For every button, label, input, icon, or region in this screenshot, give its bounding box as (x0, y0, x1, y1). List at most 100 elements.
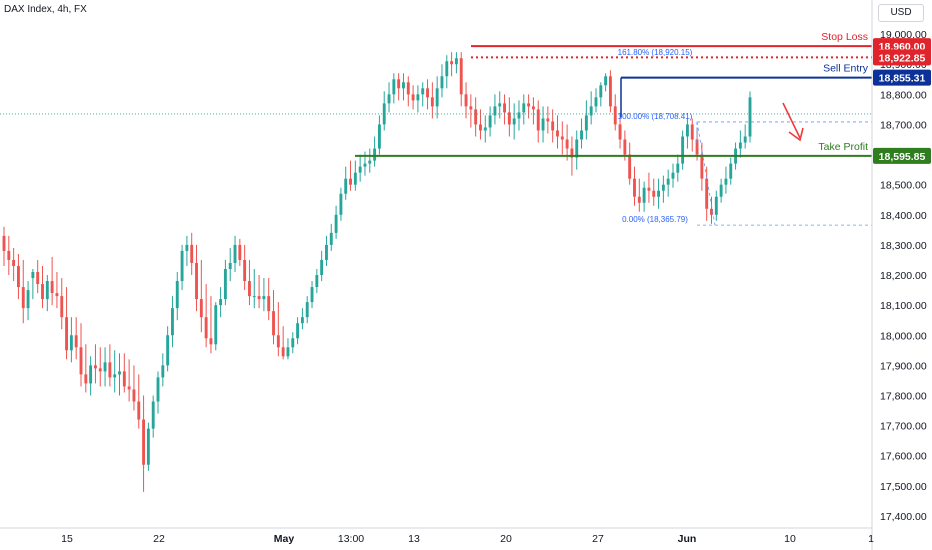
candle (243, 244, 247, 291)
x-tick-label: May (274, 533, 295, 545)
candle-body (339, 193, 343, 215)
candle (26, 281, 30, 321)
candle-body (296, 323, 300, 339)
candle (594, 88, 598, 113)
candle-body (642, 187, 646, 203)
candle-body (320, 259, 324, 276)
candle (69, 317, 73, 363)
candle (214, 302, 218, 351)
candle (556, 115, 559, 149)
y-tick-label: 17,500.00 (880, 481, 927, 493)
candle-body (560, 136, 564, 140)
candle-body (310, 287, 314, 303)
candle-body (12, 259, 16, 266)
candle-body (55, 293, 59, 297)
candle (334, 205, 338, 239)
candle (421, 82, 425, 107)
candle-body (729, 163, 733, 179)
price-tag-bg (873, 147, 931, 164)
candle-body (608, 76, 612, 107)
candle-body (469, 106, 473, 110)
candle (541, 106, 545, 143)
candle-body (31, 272, 35, 279)
down-arrow-icon (782, 102, 804, 142)
candle (98, 347, 102, 387)
arrow-head (788, 127, 804, 142)
candle-body (334, 214, 338, 233)
candle (685, 118, 689, 149)
candle (738, 130, 742, 158)
candle-body (36, 272, 40, 285)
candle (613, 94, 617, 131)
candle (560, 121, 564, 155)
candle-body (103, 362, 107, 372)
candle-body (387, 94, 391, 104)
candle (228, 247, 232, 282)
candle (257, 275, 261, 309)
candle (276, 302, 280, 357)
candle (325, 235, 328, 266)
candle-body (41, 284, 44, 300)
candle-body (527, 103, 531, 107)
candle-body (113, 374, 117, 378)
candle-body (305, 302, 309, 318)
candle (137, 374, 141, 429)
candle (469, 94, 473, 128)
candle-body (575, 139, 579, 158)
price-tag-label: 18,855.31 (879, 73, 926, 85)
candle (21, 259, 25, 324)
candle (291, 332, 295, 354)
candle-body (94, 365, 97, 369)
candle-body (565, 139, 569, 149)
candle (748, 91, 752, 143)
candle-body (652, 190, 656, 197)
fib-label: 100.00% (18,708.41) (618, 112, 693, 121)
candle (377, 115, 381, 155)
candle-body (599, 85, 603, 98)
level-lines: Stop Loss Sell Entry Take Profit (0, 31, 872, 157)
candle-body (171, 308, 174, 336)
candle-body (60, 296, 64, 318)
candle (676, 154, 680, 182)
candle (60, 278, 64, 330)
candle (474, 97, 478, 137)
candle-body (156, 377, 160, 402)
candle-body (454, 58, 458, 65)
candle-body (161, 365, 165, 378)
currency-button[interactable]: USD (878, 4, 924, 22)
candle (180, 244, 184, 291)
y-tick-label: 18,400.00 (880, 210, 927, 222)
candle-body (435, 88, 439, 107)
candle (445, 55, 449, 89)
candle-body (690, 124, 694, 140)
candle-body (445, 61, 449, 77)
candle-body (50, 281, 54, 294)
candle-body (743, 136, 747, 143)
candle-body (21, 287, 25, 309)
candle-body (623, 139, 627, 155)
candle (440, 64, 444, 98)
candle-body (714, 196, 718, 215)
candle (12, 247, 16, 282)
candle-body (546, 118, 550, 122)
candle-body (450, 61, 454, 65)
candle (118, 353, 121, 396)
candle-body (531, 106, 535, 110)
candle-body (98, 368, 102, 372)
candle (633, 166, 636, 206)
candle (493, 94, 497, 125)
candle (657, 178, 660, 209)
candle (637, 178, 641, 212)
candle (89, 356, 93, 396)
candle-body (175, 281, 179, 309)
x-tick-label: 13 (408, 533, 420, 545)
candle-body (695, 139, 699, 155)
candle (151, 395, 155, 438)
candle (387, 82, 391, 113)
candle (262, 278, 266, 312)
y-tick-label: 18,700.00 (880, 119, 927, 131)
y-tick-label: 18,100.00 (880, 300, 927, 312)
candle (479, 109, 482, 140)
candle-body (426, 88, 429, 98)
